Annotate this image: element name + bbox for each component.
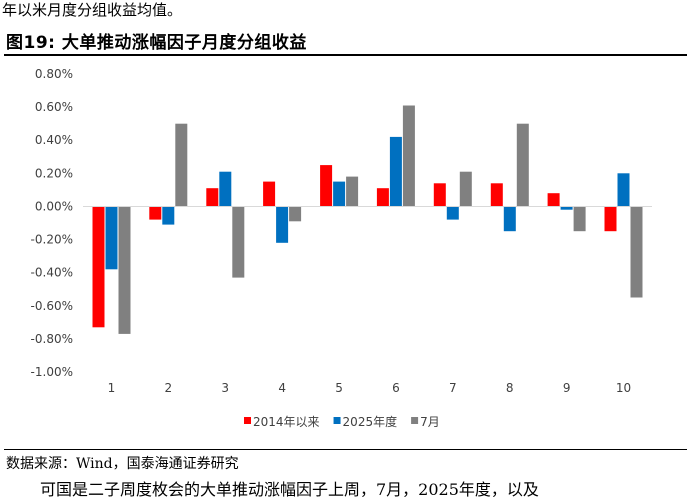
x-axis: 1 2 3 4 5 6 7 8 9 10 [83, 205, 652, 395]
y-tick-label: 0.20% [35, 166, 73, 180]
bar-series2-group-5 [333, 181, 346, 207]
x-tick-label: 5 [335, 381, 343, 395]
y-tick-label: -0.40% [31, 266, 73, 280]
bar-series [92, 105, 643, 334]
legend-swatch [411, 417, 419, 424]
x-tick-label: 9 [563, 381, 571, 395]
bar-series3-group-6 [402, 105, 415, 207]
bar-chart: 0.80% 0.60% 0.40% 0.20% 0.00% -0.20% -0.40% -0.… [31, 67, 652, 429]
bar-series3-group-2 [175, 123, 188, 207]
bar-series2-group-4 [276, 206, 289, 243]
bar-series1-group-9 [547, 193, 560, 207]
bar-series3-group-1 [118, 206, 131, 334]
bar-series3-group-4 [289, 206, 302, 222]
source-rule [4, 449, 687, 450]
x-tick-label: 4 [278, 381, 286, 395]
bar-series1-group-8 [490, 183, 503, 207]
bar-series3-group-9 [573, 206, 586, 232]
x-tick-label: 8 [506, 381, 514, 395]
y-tick-label: 0.80% [35, 67, 73, 81]
legend-label: 2025年度 [343, 414, 398, 429]
bar-series1-group-5 [320, 165, 333, 207]
bar-series2-group-2 [162, 206, 175, 225]
legend: 2014年以来 2025年度 7月 [244, 414, 440, 429]
legend-label: 7月 [420, 415, 440, 429]
intro-text: 年以米月度分组收益均值。 [2, 1, 183, 19]
y-tick-label: 0.00% [35, 199, 73, 213]
bar-series1-group-3 [206, 188, 219, 207]
x-tick-label: 6 [392, 381, 400, 395]
x-tick-label: 2 [165, 381, 173, 395]
legend-swatch [244, 417, 251, 424]
bar-series1-group-10 [604, 206, 617, 232]
bar-series2-group-9 [560, 206, 573, 210]
continuation-text: 可国是二子周度枚会的大单推动涨幅因子上周，7月，2025年度，以及 [40, 480, 539, 499]
bar-series3-group-3 [232, 206, 245, 278]
y-axis: 0.80% 0.60% 0.40% 0.20% 0.00% -0.20% -0.40% -0.… [31, 67, 73, 379]
y-tick-label: -0.60% [31, 299, 73, 313]
x-tick-label: 10 [616, 381, 631, 395]
y-tick-label: -0.80% [31, 332, 73, 346]
title-rule [4, 54, 687, 56]
bar-series1-group-2 [149, 206, 162, 220]
y-tick-label: -0.20% [31, 233, 73, 247]
bar-series2-group-8 [503, 206, 516, 232]
x-tick-label: 7 [449, 381, 457, 395]
y-tick-label: 0.40% [35, 133, 73, 147]
bar-series2-group-7 [446, 206, 459, 220]
bar-series2-group-3 [219, 171, 232, 207]
x-tick-label: 3 [221, 381, 229, 395]
bar-series2-group-1 [105, 206, 118, 270]
legend-label: 2014年以来 [253, 415, 320, 429]
source-note: 数据来源：Wind，国泰海通证券研究 [6, 456, 239, 472]
bar-series3-group-5 [346, 176, 359, 207]
bar-series2-group-6 [389, 136, 402, 207]
y-tick-label: -1.00% [31, 365, 73, 379]
legend-swatch [333, 417, 341, 424]
bar-series1-group-4 [263, 181, 276, 207]
figure-title: 图19: 大单推动涨幅因子月度分组收益 [6, 33, 307, 53]
bar-series3-group-10 [630, 206, 643, 298]
y-tick-label: 0.60% [35, 100, 73, 114]
bar-series2-group-10 [617, 173, 630, 207]
bar-series3-group-7 [459, 171, 472, 207]
bar-series1-group-1 [92, 206, 105, 328]
x-tick-label: 1 [108, 381, 116, 395]
bar-series1-group-7 [433, 183, 446, 207]
bar-series3-group-8 [516, 123, 529, 207]
bar-series1-group-6 [376, 188, 389, 207]
